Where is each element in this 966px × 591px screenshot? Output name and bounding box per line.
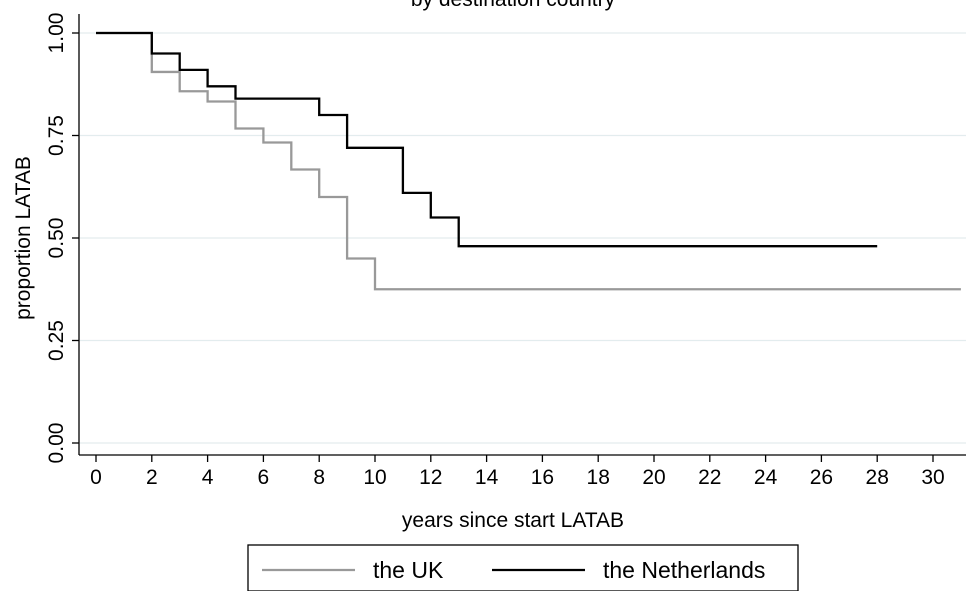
y-tick-label-3: 0.75 xyxy=(45,115,68,156)
tick-labels: 0.000.250.500.751.000 2 4 6 8 10 12 14 16 18 20 22 2… xyxy=(45,13,945,489)
y-tick-label-2: 0.50 xyxy=(45,218,68,259)
x-tick-label-0: 0 xyxy=(90,466,102,489)
x-tick-label-1: 2 xyxy=(146,466,158,489)
x-tick-label-9: 18 xyxy=(587,466,610,489)
legend-label-0: the UK xyxy=(373,557,444,583)
x-tick-label-11: 22 xyxy=(698,466,721,489)
y-tick-label-4: 1.00 xyxy=(45,13,68,54)
y-tick-label-1: 0.25 xyxy=(45,320,68,361)
legend-label-1: the Netherlands xyxy=(603,557,765,583)
chart-title: by destination country xyxy=(411,0,616,11)
x-tick-label-13: 26 xyxy=(810,466,833,489)
legend-box xyxy=(247,544,799,591)
legend: the UK the Netherlands xyxy=(247,544,799,591)
x-tick-label-7: 14 xyxy=(475,466,499,489)
x-tick-label-3: 6 xyxy=(258,466,270,489)
series-line-0 xyxy=(96,31,961,291)
series-line-1 xyxy=(96,31,878,248)
x-tick-label-8: 16 xyxy=(531,466,554,489)
x-tick-label-5: 10 xyxy=(363,466,386,489)
x-tick-label-2: 4 xyxy=(202,466,214,489)
gridlines xyxy=(80,32,966,444)
x-tick-label-12: 24 xyxy=(754,466,778,489)
x-tick-label-15: 30 xyxy=(921,466,944,489)
x-tick-label-6: 12 xyxy=(419,466,442,489)
y-tick-label-0: 0.00 xyxy=(45,423,68,464)
series-lines xyxy=(96,31,961,291)
x-tick-label-14: 28 xyxy=(866,466,889,489)
x-axis-title: years since start LATAB xyxy=(402,509,624,532)
x-tick-label-4: 8 xyxy=(313,466,325,489)
y-axis-title: proportion LATAB xyxy=(12,156,35,320)
axes xyxy=(72,14,966,462)
x-tick-label-10: 20 xyxy=(642,466,665,489)
